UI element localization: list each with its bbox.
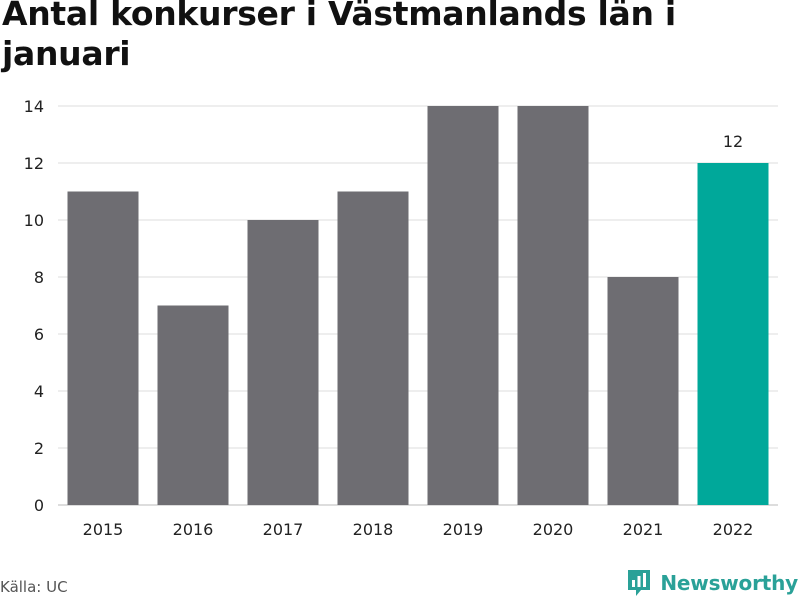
y-tick-label: 2	[34, 439, 44, 458]
bar	[427, 106, 499, 505]
y-tick-label: 10	[24, 211, 44, 230]
y-tick-label: 14	[24, 97, 44, 116]
bar	[337, 191, 409, 505]
bar	[67, 191, 139, 505]
y-tick-label: 8	[34, 268, 44, 287]
y-tick-label: 12	[24, 154, 44, 173]
bar	[697, 163, 769, 505]
y-axis-ticks: 0 2 4 6 8 10 12 14	[24, 97, 44, 515]
x-tick-label: 2019	[443, 520, 484, 539]
x-tick-label: 2020	[533, 520, 574, 539]
x-tick-label: 2022	[713, 520, 754, 539]
x-tick-label: 2016	[173, 520, 214, 539]
y-tick-label: 4	[34, 382, 44, 401]
bar	[247, 220, 319, 505]
y-tick-label: 6	[34, 325, 44, 344]
chart-title: Antal konkurser i Västmanlands län i jan…	[2, 0, 676, 73]
x-tick-label: 2015	[83, 520, 124, 539]
data-labels: 12	[723, 132, 743, 151]
brand-logo: Newsworthy	[626, 568, 798, 598]
bar	[607, 277, 679, 505]
x-tick-label: 2021	[623, 520, 664, 539]
data-label: 12	[723, 132, 743, 151]
x-axis-ticks: 2015 2016 2017 2018 2019 2020 2021 2022	[83, 520, 754, 539]
y-tick-label: 0	[34, 496, 44, 515]
x-tick-label: 2018	[353, 520, 394, 539]
bar	[157, 305, 229, 505]
bar-chart-logo-icon	[628, 570, 651, 596]
bar	[517, 106, 589, 505]
source-note: Källa: UC	[0, 578, 68, 596]
bars	[67, 106, 769, 505]
x-tick-label: 2017	[263, 520, 304, 539]
brand-name: Newsworthy	[660, 571, 798, 595]
